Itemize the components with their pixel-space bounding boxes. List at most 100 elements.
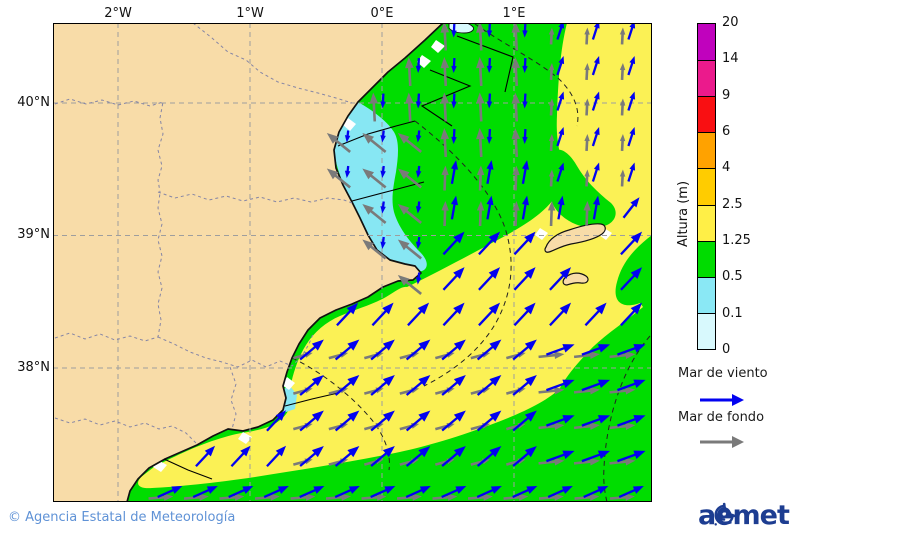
colorbar — [697, 23, 716, 350]
wind-arrow-icon — [627, 61, 634, 76]
swell-arrow-icon-head — [476, 201, 485, 211]
wind-arrow-icon-head — [561, 486, 573, 494]
wind-arrow-icon-head — [633, 344, 646, 353]
swell-arrow-icon — [620, 139, 624, 152]
wind-arrow-icon — [583, 488, 601, 499]
swell-arrow-icon-head — [447, 493, 458, 501]
swell-arrow-icon-head — [441, 201, 449, 211]
wind-arrow-icon-head — [415, 135, 422, 143]
wind-arrow-icon-head — [450, 195, 459, 206]
wind-arrow-icon — [512, 452, 530, 467]
wind-arrow-icon-head — [380, 206, 386, 214]
colorbar-cell — [698, 240, 715, 277]
swell-arrow-icon — [334, 174, 351, 189]
swell-arrow-icon — [325, 495, 343, 500]
swell-arrow-icon — [478, 66, 483, 87]
swell-arrow-icon — [514, 102, 519, 122]
swell-arrow-icon-head — [476, 57, 485, 69]
wind-arrow-icon — [617, 453, 637, 463]
aemet-logo-text: aemet — [698, 500, 790, 531]
zone-boundary-solid — [456, 35, 514, 93]
colorbar-tick-label: 4 — [722, 160, 731, 176]
wind-sea-arrow-icon — [700, 394, 744, 406]
swell-arrow-icon — [478, 173, 482, 191]
swell-arrow-icon — [514, 209, 518, 227]
swell-arrow-icon-head — [397, 168, 410, 180]
wind-arrow-icon-head — [451, 136, 457, 144]
swell-arrow-icon-head — [584, 98, 590, 106]
swell-arrow-icon-head — [511, 92, 521, 104]
wind-arrow-icon — [346, 165, 350, 173]
swell-arrow-icon-head — [412, 493, 422, 501]
swell-arrow-icon-head — [589, 386, 600, 395]
wind-arrow-icon-head — [346, 302, 359, 315]
swell-arrow-icon-head — [369, 92, 379, 104]
wind-arrow-icon-head — [629, 91, 636, 100]
swell-arrow-icon — [549, 104, 553, 116]
wind-arrow-icon-head — [562, 379, 575, 388]
swell-arrow-icon-head — [547, 201, 556, 211]
wind-arrow-icon-head — [415, 65, 422, 73]
wind-arrow-icon — [441, 416, 459, 432]
swell-arrow-icon-head — [554, 493, 564, 501]
colorbar-cell — [698, 60, 715, 97]
province-boundary — [54, 192, 163, 342]
colorbar-cell — [698, 24, 715, 61]
wind-arrow-icon-head — [415, 241, 422, 249]
swell-arrow-icon — [585, 209, 589, 227]
wind-arrow-icon-head — [489, 375, 502, 387]
wind-arrow-icon-head — [526, 486, 538, 494]
swell-arrow-icon-head — [476, 92, 485, 104]
wind-arrow-icon-head — [489, 339, 502, 351]
swell-arrow-icon — [549, 175, 553, 187]
wind-arrow-icon-head — [522, 136, 528, 144]
swell-arrow-icon-head — [440, 21, 450, 33]
colorbar-cell — [698, 312, 715, 349]
wind-arrow-icon-head — [486, 101, 493, 109]
swell-arrow-icon-head — [326, 133, 339, 144]
swell-arrow-icon-head — [554, 386, 565, 395]
wind-arrow-icon-head — [593, 126, 600, 136]
swell-arrow-icon — [290, 495, 308, 500]
zone-boundary-dashed — [474, 23, 579, 127]
province-boundary — [54, 98, 164, 193]
wind-arrow-icon-head — [204, 445, 216, 457]
wind-arrow-icon-head — [486, 65, 493, 73]
swell-arrow-icon-head — [511, 57, 521, 69]
wind-arrow-icon-head — [593, 55, 600, 65]
wind-arrow-icon-head — [522, 65, 528, 73]
wind-arrow-icon-head — [486, 160, 494, 170]
axis-label-longitude: 1°E — [502, 6, 526, 21]
axis-label-latitude: 39°N — [17, 227, 50, 242]
swell-arrow-icon-head — [376, 493, 387, 501]
wind-arrow-icon-head — [311, 410, 324, 422]
swell-arrow-icon — [538, 424, 556, 430]
wind-arrow-icon-head — [524, 339, 537, 351]
wind-arrow-icon-head — [347, 446, 360, 458]
swell-arrow-icon-head — [548, 169, 555, 177]
wind-arrow-icon-head — [629, 126, 636, 136]
swell-arrow-icon-head — [305, 493, 316, 501]
wind-arrow-icon — [370, 488, 388, 499]
axis-label-latitude: 40°N — [17, 95, 50, 110]
island-ibiza — [544, 223, 606, 253]
wind-arrow-icon-head — [488, 231, 501, 244]
wind-arrow-icon-head — [347, 375, 360, 387]
swell-arrow-icon — [573, 353, 592, 359]
wind-arrow-icon — [521, 167, 527, 185]
wind-arrow-icon — [556, 168, 563, 182]
region-white-sliver — [431, 40, 445, 53]
wind-arrow-icon — [336, 309, 352, 327]
swell-arrow-icon-head — [397, 275, 410, 286]
wind-arrow-icon-head — [380, 170, 386, 178]
wind-arrow-icon-head — [344, 135, 351, 143]
swell-arrow-icon — [369, 209, 387, 224]
swell-arrow-icon-head — [518, 493, 529, 501]
wind-arrow-icon-head — [418, 339, 431, 351]
map-border — [53, 23, 652, 502]
colorbar-tick-label: 9 — [722, 87, 731, 103]
wind-arrow-icon-head — [347, 339, 360, 351]
wind-arrow-icon-head — [415, 101, 422, 109]
wind-arrow-icon-head — [382, 339, 395, 351]
wind-arrow-icon — [620, 274, 636, 291]
